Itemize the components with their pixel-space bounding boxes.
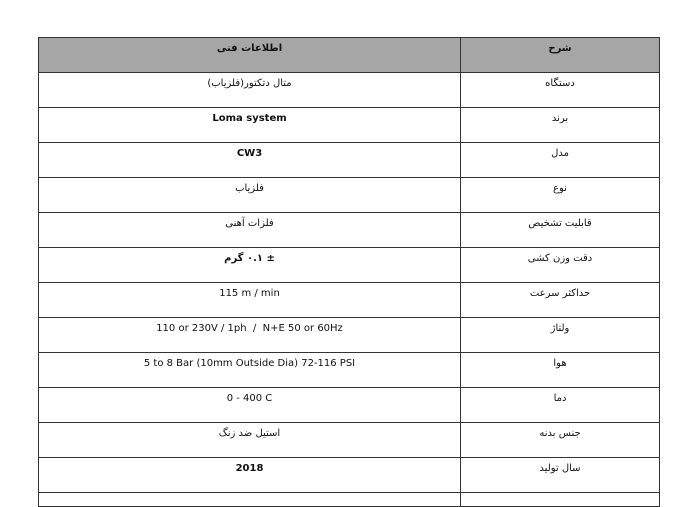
- row-value: متال دتکتور(فلزیاب): [38, 72, 461, 108]
- table-row-cut-off: [38, 492, 660, 507]
- table-row: استیل ضد زنگ جنس بدنه: [38, 422, 660, 458]
- row-value: 115 m / min: [38, 282, 461, 318]
- row-label: قابلیت تشخیص: [460, 212, 660, 248]
- row-label: دقت وزن کشی: [460, 247, 660, 283]
- spec-table: اطلاعات فنی شرح متال دتکتور(فلزیاب) دستگا…: [38, 37, 660, 507]
- row-label: هوا: [460, 352, 660, 388]
- row-label: حداکثر سرعت: [460, 282, 660, 318]
- row-value: فلزات آهنی: [38, 212, 461, 248]
- row-label: نوع: [460, 177, 660, 213]
- row-value: 2018: [38, 457, 461, 493]
- row-value: استیل ضد زنگ: [38, 422, 461, 458]
- table-row: 2018 سال تولید: [38, 457, 660, 493]
- table-row: 5 to 8 Bar (10mm Outside Dia) 72-116 PSI…: [38, 352, 660, 388]
- table-header-row: اطلاعات فنی شرح: [38, 37, 660, 73]
- row-label: دما: [460, 387, 660, 423]
- header-label-col: شرح: [460, 37, 660, 73]
- table-row: فلزیاب نوع: [38, 177, 660, 213]
- table-row: 115 m / min حداکثر سرعت: [38, 282, 660, 318]
- row-value: 5 to 8 Bar (10mm Outside Dia) 72-116 PSI: [38, 352, 461, 388]
- table-row: ± ۰.۱ گرم دقت وزن کشی: [38, 247, 660, 283]
- table-row: Loma system برند: [38, 107, 660, 143]
- row-value: Loma system: [38, 107, 461, 143]
- table-row: CW3 مدل: [38, 142, 660, 178]
- table-row: متال دتکتور(فلزیاب) دستگاه: [38, 72, 660, 108]
- row-label: دستگاه: [460, 72, 660, 108]
- row-value: [38, 492, 461, 507]
- table-row: 0 - 400 C دما: [38, 387, 660, 423]
- row-value: 110 or 230V / 1ph / N+E 50 or 60Hz: [38, 317, 461, 353]
- row-label: سال تولید: [460, 457, 660, 493]
- row-value: ± ۰.۱ گرم: [38, 247, 461, 283]
- header-value-col: اطلاعات فنی: [38, 37, 461, 73]
- row-label: برند: [460, 107, 660, 143]
- table-row: 110 or 230V / 1ph / N+E 50 or 60Hz ولتاژ: [38, 317, 660, 353]
- row-label: جنس بدنه: [460, 422, 660, 458]
- row-value: فلزیاب: [38, 177, 461, 213]
- row-value: 0 - 400 C: [38, 387, 461, 423]
- row-label: مدل: [460, 142, 660, 178]
- row-label: [460, 492, 660, 507]
- row-value: CW3: [38, 142, 461, 178]
- row-label: ولتاژ: [460, 317, 660, 353]
- table-row: فلزات آهنی قابلیت تشخیص: [38, 212, 660, 248]
